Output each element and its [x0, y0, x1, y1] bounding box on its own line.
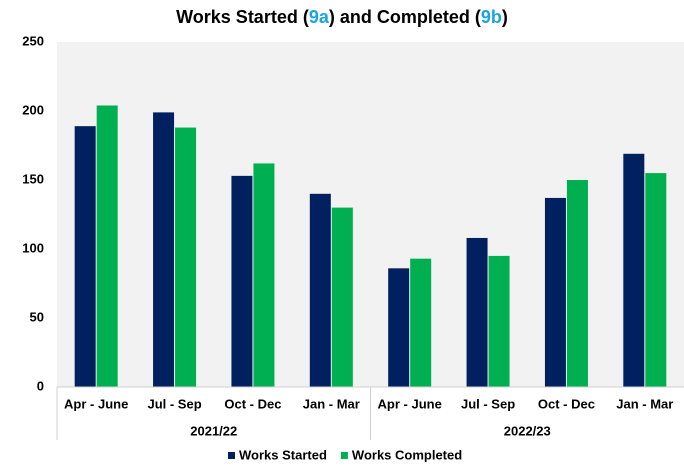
legend-swatch	[340, 452, 348, 459]
x-tick-label: Oct - Dec	[224, 396, 281, 411]
bar	[488, 255, 510, 387]
group-label: 2022/23	[504, 423, 551, 438]
bar	[331, 207, 353, 387]
x-tick-label: Oct - Dec	[538, 396, 595, 411]
bar	[96, 105, 118, 387]
group-label: 2021/22	[190, 423, 237, 438]
plot-area	[57, 42, 684, 387]
x-tick-label: Jan - Mar	[303, 396, 360, 411]
legend-label: Works Completed	[352, 447, 462, 462]
legend-swatch	[228, 452, 235, 459]
bar	[153, 112, 175, 387]
bar	[566, 180, 588, 387]
x-tick-label: Apr - June	[378, 396, 442, 411]
bar	[388, 268, 410, 387]
title-part: 9b	[481, 7, 502, 27]
chart-title: Works Started (9a) and Completed (9b)	[176, 7, 508, 27]
y-tick-label: 0	[37, 378, 44, 393]
bar	[623, 153, 645, 387]
legend-label: Works Started	[239, 447, 327, 462]
bar	[309, 193, 331, 387]
y-tick-label: 150	[22, 171, 44, 186]
y-tick-label: 50	[30, 309, 44, 324]
y-tick-label: 250	[22, 33, 44, 48]
y-tick-label: 200	[22, 102, 44, 117]
x-tick-label: Apr - June	[64, 396, 128, 411]
bar	[253, 163, 275, 387]
title-part: 9a	[309, 7, 330, 27]
bar	[645, 173, 667, 387]
bar	[231, 175, 253, 387]
bar	[175, 127, 197, 387]
title-part: Works Started (	[176, 7, 309, 27]
bar	[410, 258, 432, 387]
bar	[74, 126, 96, 388]
bar	[544, 197, 566, 387]
bar	[466, 237, 488, 387]
x-tick-label: Jul - Sep	[147, 396, 201, 411]
y-tick-label: 100	[22, 240, 44, 255]
x-tick-label: Jan - Mar	[616, 396, 673, 411]
title-part: )	[502, 7, 508, 27]
x-tick-label: Jul - Sep	[461, 396, 515, 411]
title-part: ) and Completed (	[329, 7, 481, 27]
